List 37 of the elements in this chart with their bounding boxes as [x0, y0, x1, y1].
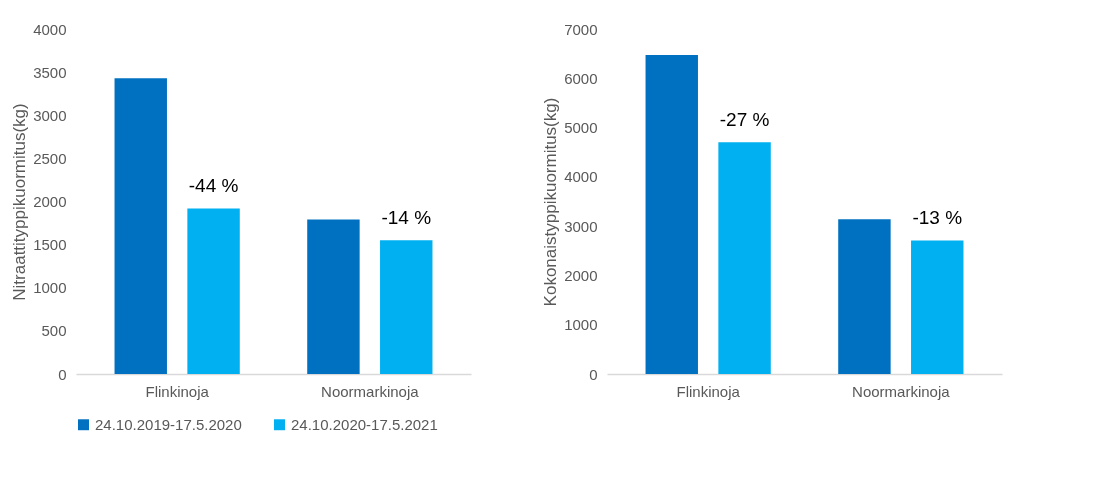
- bar: [380, 240, 433, 374]
- y-tick-label: 7000: [564, 20, 598, 38]
- y-tick-label: 5000: [564, 119, 598, 137]
- x-tick-label: Flinkinoja: [676, 382, 741, 400]
- y-tick-label: 2500: [33, 149, 67, 167]
- legend-label: 24.10.2020-17.5.2021: [291, 415, 438, 433]
- y-tick-label: 4000: [564, 168, 598, 186]
- y-tick-label: 0: [58, 365, 67, 383]
- y-tick-label: 4000: [33, 20, 67, 38]
- bar: [307, 219, 360, 374]
- y-axis-title: Nitraattityppikuormitus(kg): [10, 103, 30, 301]
- bar: [114, 78, 167, 374]
- x-tick-label: Noormarkinoja: [321, 382, 420, 400]
- y-tick-label: 2000: [564, 266, 598, 284]
- annotation: -14 %: [381, 207, 432, 229]
- x-tick-label: Noormarkinoja: [852, 382, 951, 400]
- bar: [645, 55, 698, 374]
- bar: [187, 208, 240, 374]
- y-tick-label: 500: [41, 322, 67, 340]
- bar: [718, 142, 771, 374]
- y-tick-label: 2000: [33, 193, 67, 210]
- y-tick-label: 3500: [33, 63, 67, 81]
- annotation: -44 %: [188, 175, 239, 197]
- y-tick-label: 3000: [33, 106, 67, 124]
- annotation: -13 %: [912, 207, 963, 229]
- y-tick-label: 1000: [33, 279, 67, 297]
- y-tick-label: 1000: [564, 316, 598, 334]
- annotation: -27 %: [719, 109, 770, 131]
- y-tick-label: 0: [589, 365, 598, 383]
- legend-label: 24.10.2019-17.5.2020: [95, 415, 242, 433]
- bar: [838, 219, 891, 374]
- y-axis-title: Kokonaistyppikuormitus(kg): [541, 97, 561, 307]
- x-tick-label: Flinkinoja: [145, 382, 210, 400]
- bar: [911, 240, 964, 374]
- y-tick-label: 1500: [33, 236, 67, 254]
- y-tick-label: 3000: [564, 217, 598, 235]
- y-tick-label: 6000: [564, 69, 598, 87]
